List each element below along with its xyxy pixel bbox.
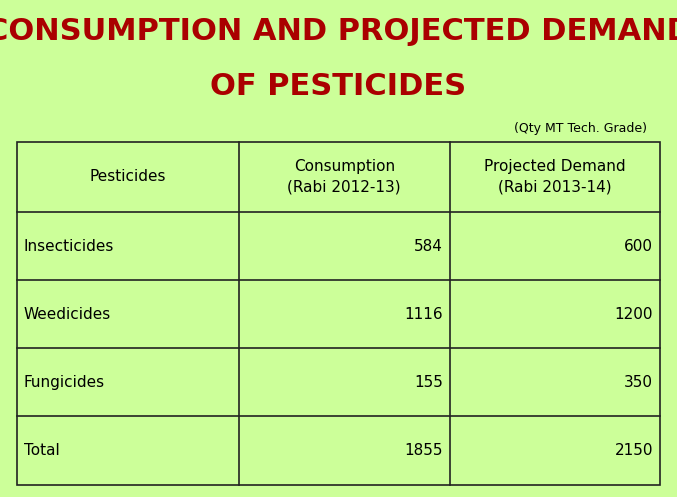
Text: 1855: 1855 xyxy=(404,443,443,458)
Text: 1116: 1116 xyxy=(404,307,443,322)
Text: Weedicides: Weedicides xyxy=(24,307,111,322)
Text: 600: 600 xyxy=(624,239,653,253)
Text: Fungicides: Fungicides xyxy=(24,375,105,390)
Text: 350: 350 xyxy=(624,375,653,390)
Text: CONSUMPTION AND PROJECTED DEMAND: CONSUMPTION AND PROJECTED DEMAND xyxy=(0,17,677,46)
Text: 1200: 1200 xyxy=(615,307,653,322)
Text: Total: Total xyxy=(24,443,60,458)
Text: (Qty MT Tech. Grade): (Qty MT Tech. Grade) xyxy=(514,122,647,135)
Text: 2150: 2150 xyxy=(615,443,653,458)
Text: 584: 584 xyxy=(414,239,443,253)
Text: 155: 155 xyxy=(414,375,443,390)
Text: OF PESTICIDES: OF PESTICIDES xyxy=(211,72,466,101)
Bar xyxy=(17,142,660,485)
Text: Insecticides: Insecticides xyxy=(24,239,114,253)
Text: Projected Demand
(Rabi 2013-14): Projected Demand (Rabi 2013-14) xyxy=(484,160,626,194)
Text: Pesticides: Pesticides xyxy=(89,169,166,184)
Text: Consumption
(Rabi 2012-13): Consumption (Rabi 2012-13) xyxy=(288,160,401,194)
